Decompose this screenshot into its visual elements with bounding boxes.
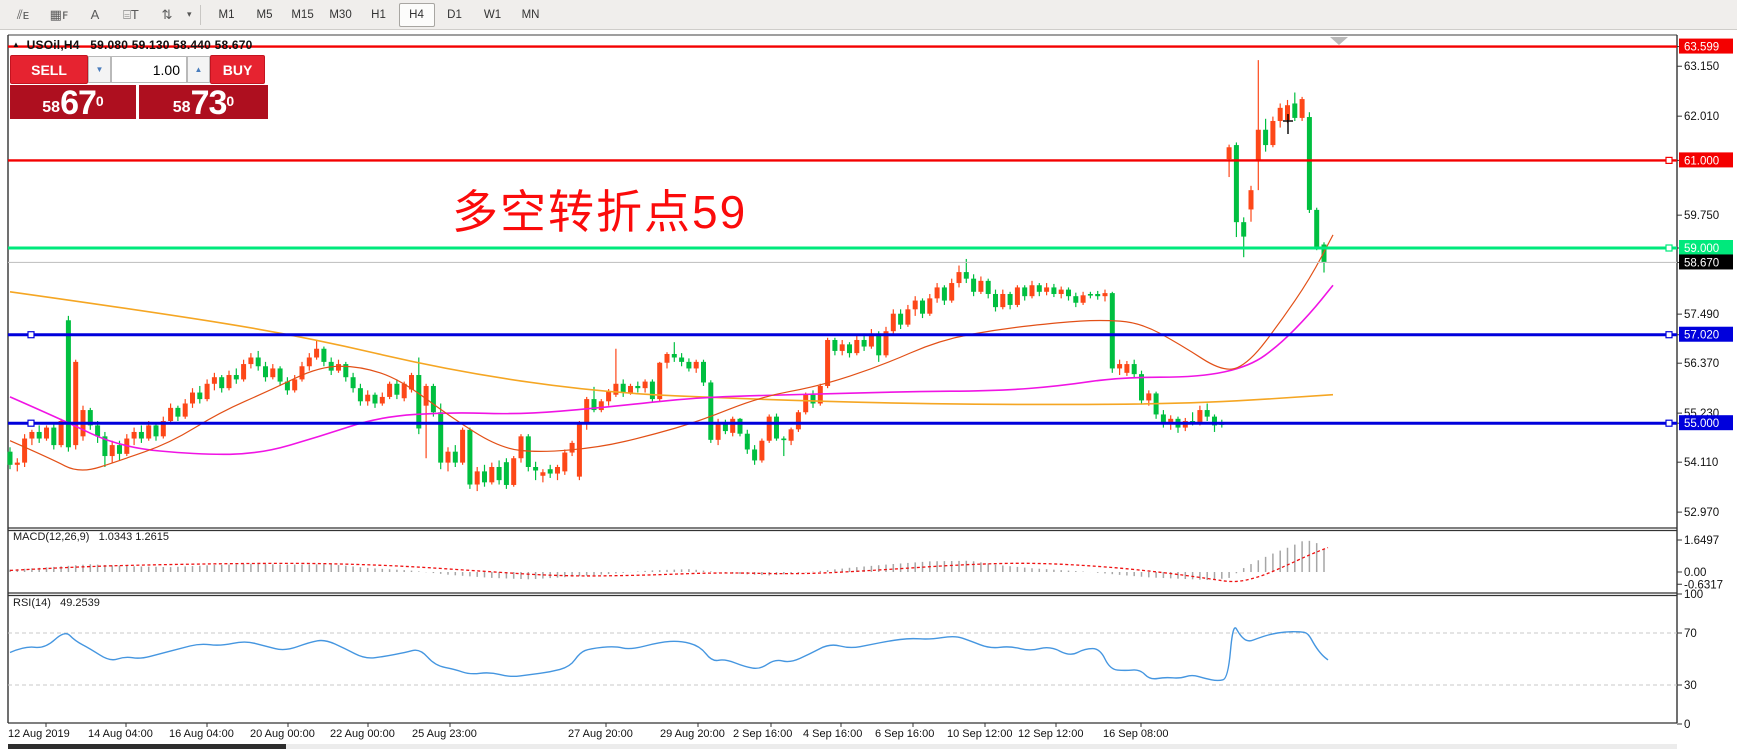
sell-button[interactable]: SELL [10,55,88,84]
timeframe-button-m15[interactable]: M15 [291,8,314,21]
line-handle[interactable] [1665,331,1673,339]
svg-text:4 Sep 16:00: 4 Sep 16:00 [803,728,862,740]
svg-text:63.150: 63.150 [1684,61,1719,73]
svg-text:-0.6317: -0.6317 [1684,579,1723,591]
svg-text:61.000: 61.000 [1684,155,1719,167]
chart-title: ▲ USOil,H4 59.080 59.130 58.440 58.670 [12,38,252,52]
svg-text:12 Aug 2019: 12 Aug 2019 [8,728,70,740]
svg-text:10 Sep 12:00: 10 Sep 12:00 [947,728,1012,740]
ask-price[interactable]: 58 73 0 [139,85,268,120]
rsi-pane [8,627,1677,686]
svg-text:29 Aug 20:00: 29 Aug 20:00 [660,728,725,740]
collapse-triangle-icon[interactable]: ▲ [12,40,21,49]
volume-input[interactable] [111,56,187,83]
volume-decrease-button[interactable]: ▼ [88,56,111,83]
timeframe-button-mn[interactable]: MN [521,8,540,21]
timeframe-button-h1[interactable]: H1 [371,8,386,21]
line-handle[interactable] [1665,244,1673,252]
svg-text:12 Sep 12:00: 12 Sep 12:00 [1018,728,1083,740]
bid-price[interactable]: 58 67 0 [10,85,136,120]
svg-text:16 Sep 08:00: 16 Sep 08:00 [1103,728,1168,740]
horizontal-price-lines [8,45,1677,427]
timeframe-button-m30[interactable]: M30 [329,8,352,21]
toolbar: ⫽ᴇ ▦ꜰ A ⌸T ⇅ ▾ M1 M5 M15 M30 H1 H4 D1 W1 MN [0,0,1737,30]
svg-text:57.490: 57.490 [1684,309,1719,321]
macd-pane [9,540,1329,583]
svg-text:55.000: 55.000 [1684,418,1719,430]
buy-button[interactable]: BUY [210,55,265,84]
svg-text:58.670: 58.670 [1684,257,1719,269]
svg-text:56.370: 56.370 [1684,358,1719,370]
scrollbar-thumb[interactable] [8,744,286,749]
svg-text:1.6497: 1.6497 [1684,535,1719,547]
svg-text:57.020: 57.020 [1684,330,1719,342]
line-handle[interactable] [27,331,35,339]
candlesticks [7,60,1327,492]
chart-annotation-text[interactable]: 多空转折点59 [452,186,748,238]
svg-text:30: 30 [1684,680,1697,692]
svg-text:0.00: 0.00 [1684,567,1706,579]
dropdown-caret-icon[interactable]: ▾ [187,9,192,19]
line-handle[interactable] [1665,156,1673,164]
chart-symbol-label: USOil,H4 [26,38,80,52]
svg-text:62.010: 62.010 [1684,111,1719,123]
svg-text:70: 70 [1684,628,1697,640]
svg-text:20 Aug 00:00: 20 Aug 00:00 [250,728,315,740]
timeframe-button-w1[interactable]: W1 [483,8,502,21]
svg-text:25 Aug 23:00: 25 Aug 23:00 [412,728,477,740]
pane-borders [7,34,1678,724]
timeframe-button-m1[interactable]: M1 [218,8,235,21]
svg-text:54.110: 54.110 [1684,457,1718,469]
fibonacci-tool-icon[interactable]: ▦ꜰ [49,6,69,22]
volume-increase-button[interactable]: ▲ [187,56,210,83]
date-axis[interactable]: 12 Aug 2019 14 Aug 04:00 16 Aug 04:00 20 Au… [8,723,1168,740]
timeframe-button-d1[interactable]: D1 [447,8,462,21]
equidistant-lines-tool-icon[interactable]: ⫽ᴇ [16,6,30,22]
text-box-tool-icon[interactable]: ⌸T [123,6,139,22]
svg-text:22 Aug 00:00: 22 Aug 00:00 [330,728,395,740]
svg-text:63.599: 63.599 [1684,42,1719,54]
svg-text:14 Aug 04:00: 14 Aug 04:00 [88,728,153,740]
chart-shift-triangle-icon [1330,37,1348,45]
chart-ohlc-values: 59.080 59.130 58.440 58.670 [90,38,253,52]
svg-text:16 Aug 04:00: 16 Aug 04:00 [169,728,234,740]
line-handle[interactable] [1665,419,1673,427]
horizontal-scrollbar[interactable] [8,744,1677,749]
macd-indicator-label: MACD(12,26,9) 1.0343 1.2615 [13,531,169,543]
arrows-tool-icon[interactable]: ⇅ [161,6,173,22]
rsi-indicator-label: RSI(14) 49.2539 [13,597,100,609]
svg-text:59.750: 59.750 [1684,210,1719,222]
timeframe-button-h4[interactable]: H4 [398,2,435,27]
price-scale[interactable]: 63.599 63.150 62.010 61.000 59.750 59.000 58.6… [1677,38,1733,731]
svg-text:27 Aug 20:00: 27 Aug 20:00 [568,728,633,740]
chart-markers [1283,37,1348,134]
svg-text:52.970: 52.970 [1684,507,1719,519]
toolbar-separator [199,4,201,25]
svg-text:6 Sep 16:00: 6 Sep 16:00 [875,728,934,740]
svg-text:59.000: 59.000 [1684,243,1719,255]
text-label-tool-icon[interactable]: A [90,7,100,22]
svg-text:100: 100 [1684,589,1703,601]
moving-averages [9,234,1334,471]
timeframe-button-m5[interactable]: M5 [256,8,273,21]
svg-text:0: 0 [1684,719,1690,731]
line-handle[interactable] [27,419,35,427]
svg-text:2 Sep 16:00: 2 Sep 16:00 [733,728,792,740]
